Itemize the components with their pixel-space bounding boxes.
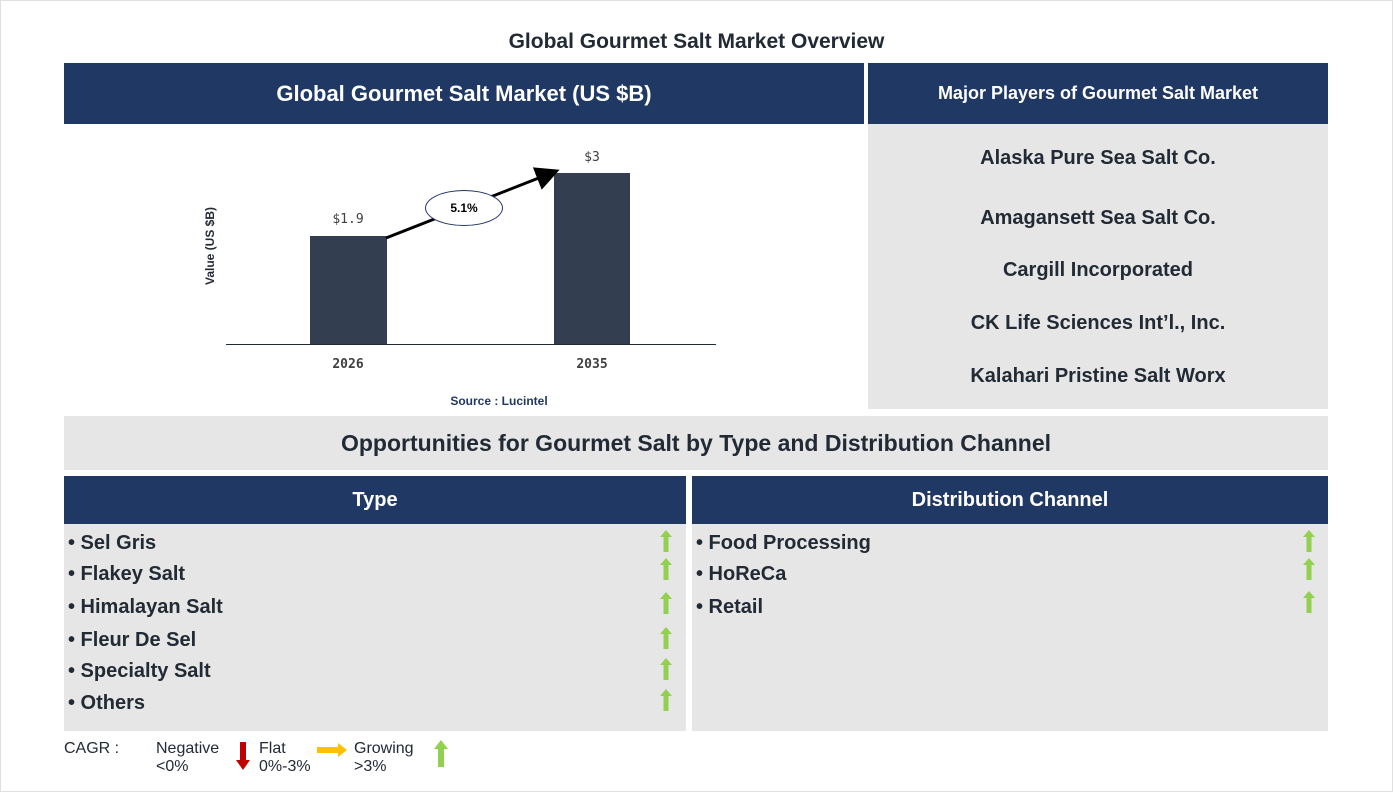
type-item-specialty-salt: • Specialty Salt xyxy=(68,660,211,682)
legend-negative-label: Negative xyxy=(156,740,220,757)
growing-up-arrow-icon xyxy=(434,740,448,767)
player-item: Amagansett Sea Salt Co. xyxy=(980,207,1216,229)
bar-value-label-2035: $3 xyxy=(584,150,600,165)
type-item-sel-gris: • Sel Gris xyxy=(68,532,157,554)
growing-arrow-icon xyxy=(660,530,672,552)
cagr-arrow-icon xyxy=(385,167,560,240)
player-item: Kalahari Pristine Salt Worx xyxy=(970,365,1226,387)
distribution-item-horeca: • HoReCa xyxy=(696,563,787,585)
x-axis-line xyxy=(226,344,716,345)
type-list: • Sel Gris • Flakey Salt • Himalayan Sal… xyxy=(64,524,686,731)
growing-arrow-icon xyxy=(1303,530,1315,552)
legend-negative-range: <0% xyxy=(156,758,189,775)
distribution-item-retail: • Retail xyxy=(696,596,764,618)
legend-negative: Negative <0% xyxy=(156,740,219,776)
opportunities-header: Opportunities for Gourmet Salt by Type a… xyxy=(64,416,1328,470)
distribution-header: Distribution Channel xyxy=(692,476,1328,524)
legend-flat-label: Flat xyxy=(259,740,286,757)
type-header: Type xyxy=(64,476,686,524)
growing-arrow-icon xyxy=(660,627,672,649)
growing-arrow-icon xyxy=(660,658,672,680)
legend-growing-label: Growing xyxy=(354,740,414,757)
legend-title: CAGR : xyxy=(64,740,120,757)
flat-right-arrow-icon xyxy=(317,743,347,757)
type-item-himalayan-salt: • Himalayan Salt xyxy=(68,596,223,618)
players-header: Major Players of Gourmet Salt Market xyxy=(868,63,1328,124)
growing-arrow-icon xyxy=(660,558,672,580)
page-title: Global Gourmet Salt Market Overview xyxy=(508,30,885,53)
bar-value-label-2026: $1.9 xyxy=(332,212,364,227)
legend-growing-range: >3% xyxy=(354,758,387,775)
type-item-flakey-salt: • Flakey Salt xyxy=(68,563,186,585)
distribution-item-food-processing: • Food Processing xyxy=(696,532,871,554)
growing-arrow-icon xyxy=(1303,558,1315,580)
chart-panel-header: Global Gourmet Salt Market (US $B) xyxy=(64,63,864,124)
growing-arrow-icon xyxy=(1303,591,1315,613)
legend-growing: Growing >3% xyxy=(354,740,414,776)
growing-arrow-icon xyxy=(660,689,672,711)
bar-2035 xyxy=(554,173,630,344)
legend-flat-range: 0%-3% xyxy=(259,758,311,775)
bar-chart: Value (US $B) $1.9 $3 5.1% 2026 2035 Sou… xyxy=(64,124,864,410)
cagr-badge: 5.1% xyxy=(425,190,503,226)
source-note: Source : Lucintel xyxy=(450,394,548,408)
type-item-others: • Others xyxy=(68,692,146,714)
x-tick-2035: 2035 xyxy=(576,357,608,372)
bar-2026 xyxy=(310,236,387,344)
player-item: Cargill Incorporated xyxy=(1002,259,1194,281)
negative-down-arrow-icon xyxy=(236,742,250,770)
player-item: CK Life Sciences Int’l., Inc. xyxy=(970,312,1226,334)
distribution-list: • Food Processing • HoReCa • Retail xyxy=(692,524,1328,731)
x-tick-2026: 2026 xyxy=(332,357,364,372)
type-item-fleur-de-sel: • Fleur De Sel xyxy=(68,629,197,651)
legend-flat: Flat 0%-3% xyxy=(259,740,311,776)
players-list: Alaska Pure Sea Salt Co. Amagansett Sea … xyxy=(868,124,1328,409)
growing-arrow-icon xyxy=(660,592,672,614)
player-item: Alaska Pure Sea Salt Co. xyxy=(980,147,1216,169)
